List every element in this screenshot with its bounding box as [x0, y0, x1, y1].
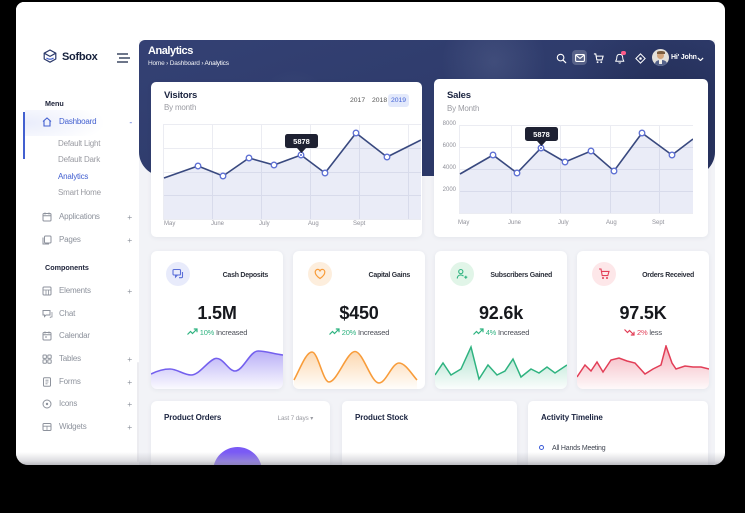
svg-text:5878: 5878: [293, 137, 310, 146]
svg-text:5878: 5878: [533, 130, 550, 139]
